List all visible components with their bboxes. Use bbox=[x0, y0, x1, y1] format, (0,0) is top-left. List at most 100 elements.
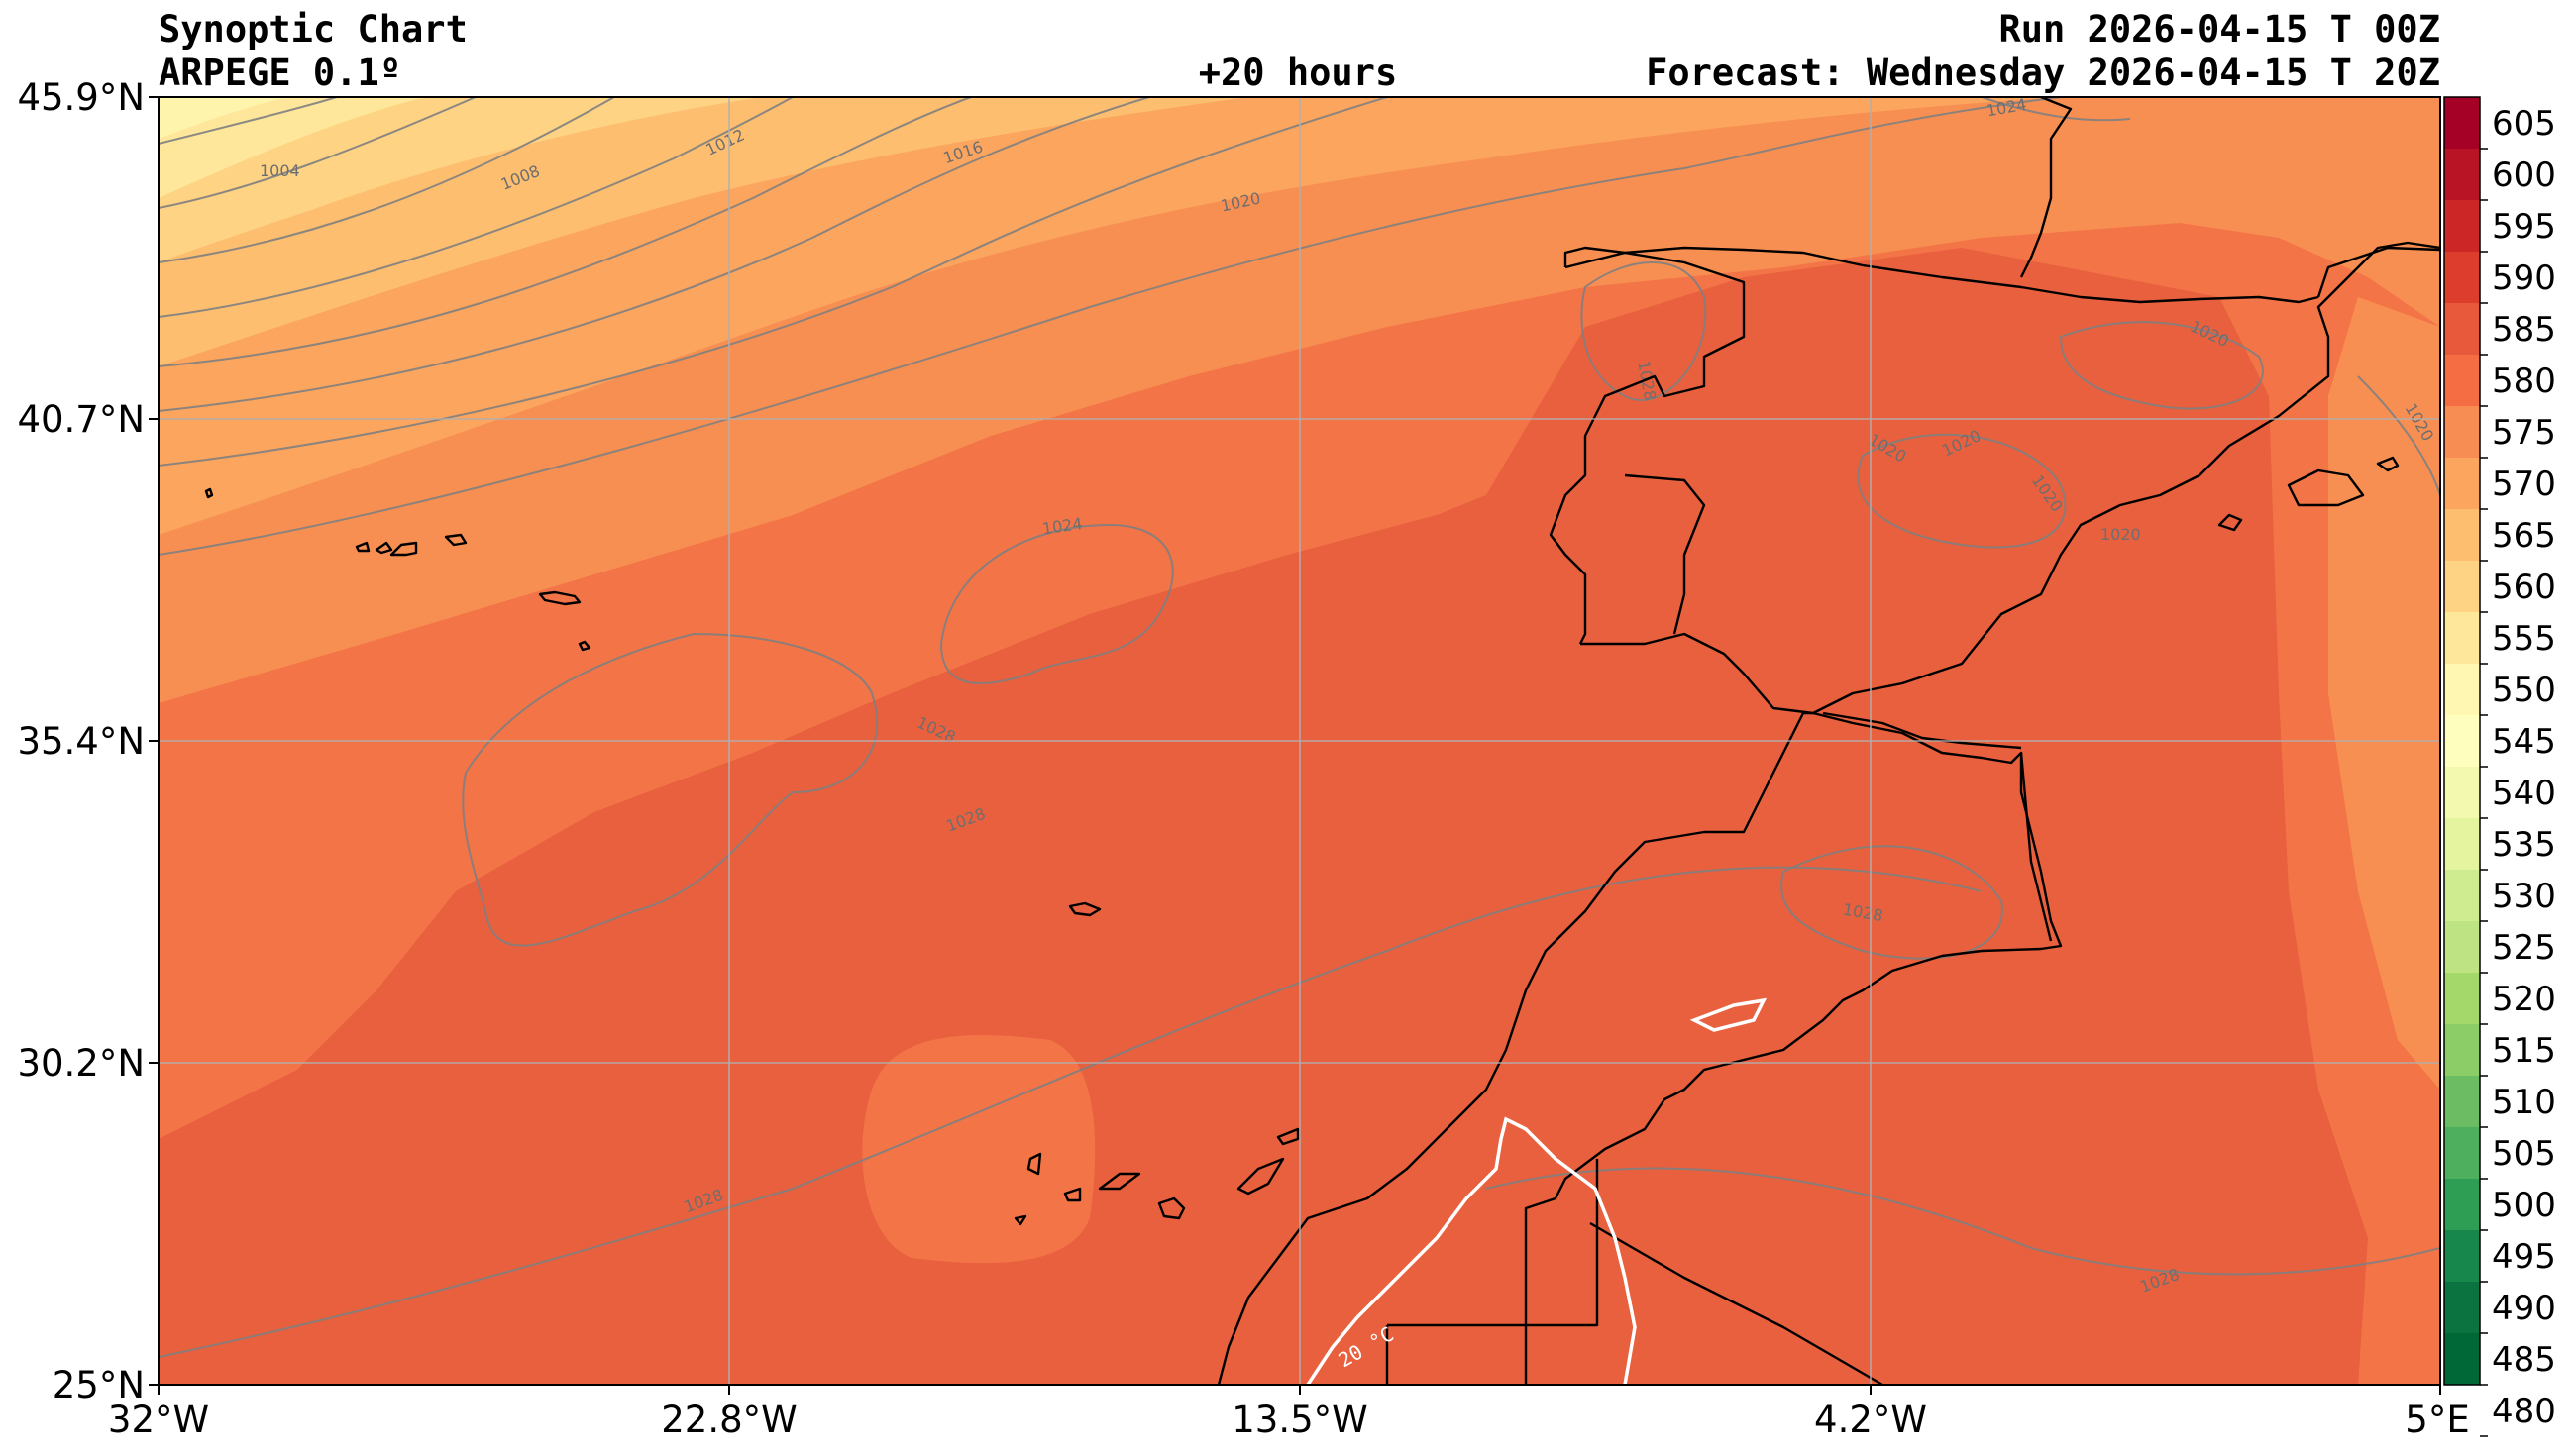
border-morocco-algeria-north bbox=[1822, 711, 2022, 750]
isobar-1024-north bbox=[1981, 97, 2131, 122]
colorbar-swatch bbox=[2444, 200, 2480, 253]
colorbar-label: 550 bbox=[2492, 671, 2556, 710]
forecast-time: Forecast: Wednesday 2026-04-15 T 20Z bbox=[1646, 52, 2440, 94]
colorbar-swatch bbox=[2444, 355, 2480, 407]
colorbar-swatch bbox=[2444, 1127, 2480, 1180]
colorbar-label: 510 bbox=[2492, 1083, 2556, 1122]
latitude-axis: 45.9°N 40.7°N 35.4°N 30.2°N 25°N bbox=[17, 76, 159, 1406]
colorbar-swatch bbox=[2444, 767, 2480, 819]
isobar-1008 bbox=[159, 97, 794, 318]
lon-tick-label: 4.2°W bbox=[1814, 1399, 1927, 1441]
colorbar-swatch bbox=[2444, 303, 2480, 356]
isobar-1028-galicia bbox=[1580, 261, 1707, 401]
colorbar-label: 505 bbox=[2492, 1134, 2556, 1174]
geopotential-band-555 bbox=[159, 97, 426, 198]
isobar-1024-azores bbox=[939, 523, 1174, 684]
lon-tick-label: 13.5°W bbox=[1232, 1399, 1367, 1441]
isobar-1012 bbox=[159, 97, 1150, 412]
colorbar-swatch bbox=[2444, 149, 2480, 201]
colorbar-swatch bbox=[2444, 921, 2480, 974]
isobar-1006 bbox=[159, 97, 615, 263]
colorbar-swatch bbox=[2444, 1076, 2480, 1128]
colorbar-label: 560 bbox=[2492, 568, 2556, 607]
isotherm-20c-atlas bbox=[1689, 997, 1768, 1032]
colorbar-swatch bbox=[2444, 664, 2480, 716]
island-menorca bbox=[2376, 456, 2400, 472]
island-faial bbox=[355, 541, 371, 553]
colorbar-label: 605 bbox=[2492, 104, 2556, 144]
colorbar-swatch bbox=[2444, 612, 2480, 665]
island-gomera bbox=[1063, 1187, 1082, 1202]
coastline-iberia-south-east bbox=[1580, 241, 2440, 715]
colorbar-swatch bbox=[2444, 458, 2480, 510]
isobar-1020-iberia bbox=[1857, 433, 2067, 549]
colorbar: 605 600 595 590 585 580 575 570 565 560 555 550 545 5… bbox=[2443, 96, 2556, 1437]
colorbar-label: 570 bbox=[2492, 465, 2556, 504]
island-tenerife bbox=[1098, 1172, 1141, 1191]
model-name: ARPEGE 0.1º bbox=[159, 52, 401, 94]
island-terceira bbox=[389, 541, 418, 557]
colorbar-swatch bbox=[2444, 509, 2480, 562]
island-gran-canaria bbox=[1157, 1196, 1186, 1220]
isobar-1028-azores bbox=[462, 632, 879, 947]
island-lanzarote bbox=[1276, 1127, 1300, 1146]
lat-tick-label: 25°N bbox=[53, 1364, 145, 1406]
colorbar-swatch bbox=[2444, 1179, 2480, 1231]
island-flores bbox=[204, 487, 214, 499]
island-sao-jorge bbox=[444, 533, 468, 547]
map-area: 1004 1008 1012 1016 1020 1024 1024 1028 … bbox=[159, 97, 2440, 1385]
isobar-1000 bbox=[159, 97, 338, 145]
colorbar-swatch bbox=[2444, 870, 2480, 922]
isobar-1028-sahara bbox=[1485, 1167, 2440, 1276]
colorbar-swatch bbox=[2444, 1282, 2480, 1334]
colorbar-label: 575 bbox=[2492, 413, 2556, 453]
lat-tick-label: 30.2°N bbox=[17, 1042, 145, 1085]
lat-tick-label: 35.4°N bbox=[17, 720, 145, 763]
coastline-iberia-north bbox=[1563, 246, 2319, 304]
island-madeira bbox=[1068, 901, 1102, 917]
border-mali bbox=[1589, 1221, 1883, 1385]
isobar-1010 bbox=[159, 97, 972, 367]
island-la-palma bbox=[1026, 1152, 1042, 1176]
border-morocco-algeria bbox=[1524, 954, 1943, 1385]
colorbar-label: 600 bbox=[2492, 156, 2556, 195]
island-ibiza bbox=[2217, 513, 2243, 532]
colorbar-label: 500 bbox=[2492, 1186, 2556, 1225]
coastline-france-south bbox=[2316, 246, 2440, 298]
coastline-france-west bbox=[2019, 97, 2073, 278]
colorbar-swatch bbox=[2444, 252, 2480, 304]
colorbar-swatch bbox=[2444, 715, 2480, 768]
colorbar-swatch bbox=[2444, 1230, 2480, 1283]
isobar-1020-atlas bbox=[1780, 845, 2003, 960]
island-hierro bbox=[1014, 1214, 1027, 1226]
colorbar-label: 515 bbox=[2492, 1031, 2556, 1071]
coastline-algeria-north bbox=[1812, 711, 2063, 958]
colorbar-label: 585 bbox=[2492, 310, 2556, 350]
colorbar-label: 525 bbox=[2492, 928, 2556, 968]
isobar-1020-east bbox=[2357, 375, 2440, 496]
colorbar-swatch bbox=[2444, 561, 2480, 613]
isobar-1016 bbox=[159, 97, 1388, 467]
island-fuerteventura bbox=[1236, 1157, 1285, 1196]
lat-tick-label: 45.9°N bbox=[17, 76, 145, 119]
colorbar-label: 480 bbox=[2492, 1392, 2556, 1431]
isobar-1020 bbox=[159, 97, 2062, 556]
colorbar-label: 495 bbox=[2492, 1237, 2556, 1277]
border-algeria-line bbox=[2019, 752, 2053, 942]
chart-title: Synoptic Chart bbox=[159, 8, 468, 51]
geopotential-band-585-south bbox=[159, 475, 2358, 1385]
colorbar-swatch bbox=[2444, 97, 2480, 150]
colorbar-label: 490 bbox=[2492, 1289, 2556, 1328]
colorbar-swatch bbox=[2444, 1024, 2480, 1077]
border-spain-portugal bbox=[1624, 473, 1706, 635]
isobar-1004 bbox=[159, 97, 477, 209]
colorbar-swatch bbox=[2444, 1333, 2480, 1386]
island-mallorca bbox=[2287, 468, 2365, 507]
run-time: Run 2026-04-15 T 00Z bbox=[1998, 8, 2440, 51]
lon-tick-label: 32°W bbox=[108, 1399, 209, 1441]
lat-tick-label: 40.7°N bbox=[17, 398, 145, 441]
colorbar-swatch bbox=[2444, 818, 2480, 871]
colorbar-label: 565 bbox=[2492, 516, 2556, 556]
colorbar-label: 555 bbox=[2492, 619, 2556, 659]
